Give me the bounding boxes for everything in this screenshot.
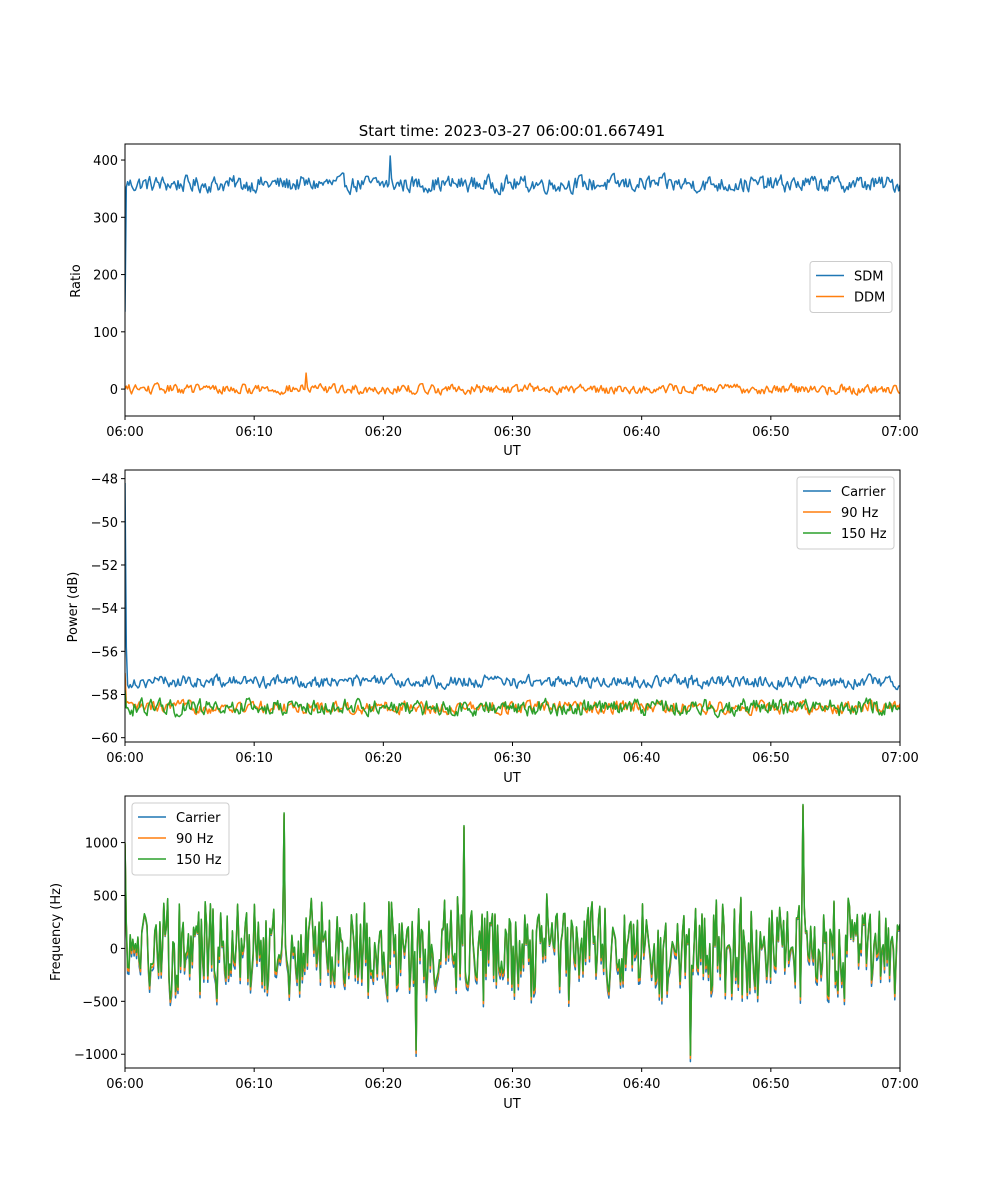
chart-title: Start time: 2023-03-27 06:00:01.667491 bbox=[359, 122, 665, 140]
x-tick-label: 06:40 bbox=[623, 425, 660, 440]
x-tick-label: 06:10 bbox=[235, 751, 272, 766]
y-tick-label: 0 bbox=[110, 383, 118, 398]
x-tick-label: 06:50 bbox=[752, 751, 789, 766]
y-tick-label: −58 bbox=[91, 689, 118, 704]
frequency-chart: 06:00 06:10 06:20 06:30 06:40 06:50 07:00 −1000… bbox=[49, 795, 919, 1112]
y-tick-label: 400 bbox=[93, 154, 118, 169]
series-line-carrier bbox=[125, 482, 900, 691]
x-tick-label: 06:10 bbox=[235, 1077, 272, 1092]
y-tick-label: 0 bbox=[110, 942, 118, 957]
x-tick-label: 06:30 bbox=[494, 425, 531, 440]
y-tick-label: 100 bbox=[93, 326, 118, 341]
x-tick-label: 07:00 bbox=[881, 1077, 918, 1092]
legend-label: DDM bbox=[854, 291, 885, 306]
y-axis-label: Power (dB) bbox=[66, 572, 81, 643]
y-tick-label: −48 bbox=[91, 473, 118, 488]
y-tick-label: −50 bbox=[91, 516, 118, 531]
x-tick-label: 06:20 bbox=[365, 1077, 402, 1092]
x-tick-label: 07:00 bbox=[881, 751, 918, 766]
x-tick-label: 06:20 bbox=[365, 425, 402, 440]
legend-label: Carrier bbox=[841, 485, 886, 500]
legend: Carrier 90 Hz 150 Hz bbox=[131, 802, 230, 876]
x-tick-label: 06:40 bbox=[623, 1077, 660, 1092]
x-tick-label: 06:00 bbox=[106, 425, 143, 440]
series-line-150-hz bbox=[125, 690, 900, 719]
power-chart: 06:00 06:10 06:20 06:30 06:40 06:50 07:00 −60 −5… bbox=[66, 469, 919, 786]
x-tick-label: 06:10 bbox=[235, 425, 272, 440]
x-tick-label: 06:30 bbox=[494, 1077, 531, 1092]
x-tick-label: 07:00 bbox=[881, 425, 918, 440]
legend: SDM DDM bbox=[809, 261, 893, 313]
x-tick-label: 06:40 bbox=[623, 751, 660, 766]
x-tick-label: 06:00 bbox=[106, 1077, 143, 1092]
x-tick-label: 06:00 bbox=[106, 751, 143, 766]
legend-label: 90 Hz bbox=[176, 832, 213, 847]
y-tick-label: −60 bbox=[91, 732, 118, 747]
y-tick-label: 200 bbox=[93, 269, 118, 284]
x-tick-label: 06:50 bbox=[752, 425, 789, 440]
y-tick-label: −500 bbox=[82, 995, 118, 1010]
x-axis-label: UT bbox=[503, 444, 521, 459]
y-tick-label: 300 bbox=[93, 211, 118, 226]
legend-label: 150 Hz bbox=[176, 853, 222, 868]
x-tick-label: 06:50 bbox=[752, 1077, 789, 1092]
x-tick-label: 06:30 bbox=[494, 751, 531, 766]
ratio-chart: Start time: 2023-03-27 06:00:01.667491 0… bbox=[69, 122, 919, 459]
legend-label: Carrier bbox=[176, 811, 221, 826]
series-line-ddm bbox=[125, 372, 900, 396]
legend-label: 150 Hz bbox=[841, 527, 887, 542]
legend-label: 90 Hz bbox=[841, 506, 878, 521]
y-axis-label: Frequency (Hz) bbox=[49, 883, 64, 981]
legend-label: SDM bbox=[854, 270, 883, 285]
series-line-sdm bbox=[125, 155, 900, 312]
y-tick-label: 500 bbox=[93, 889, 118, 904]
x-axis-label: UT bbox=[503, 1097, 521, 1112]
y-tick-label: 1000 bbox=[85, 837, 118, 852]
series-line-150-hz bbox=[125, 803, 900, 1057]
legend: Carrier 90 Hz 150 Hz bbox=[796, 476, 895, 550]
y-tick-label: −56 bbox=[91, 645, 118, 660]
x-tick-label: 06:20 bbox=[365, 751, 402, 766]
y-axis-label: Ratio bbox=[69, 264, 84, 297]
y-tick-label: −1000 bbox=[74, 1048, 118, 1063]
y-tick-label: −52 bbox=[91, 559, 118, 574]
x-axis-label: UT bbox=[503, 771, 521, 786]
y-tick-label: −54 bbox=[91, 602, 118, 617]
